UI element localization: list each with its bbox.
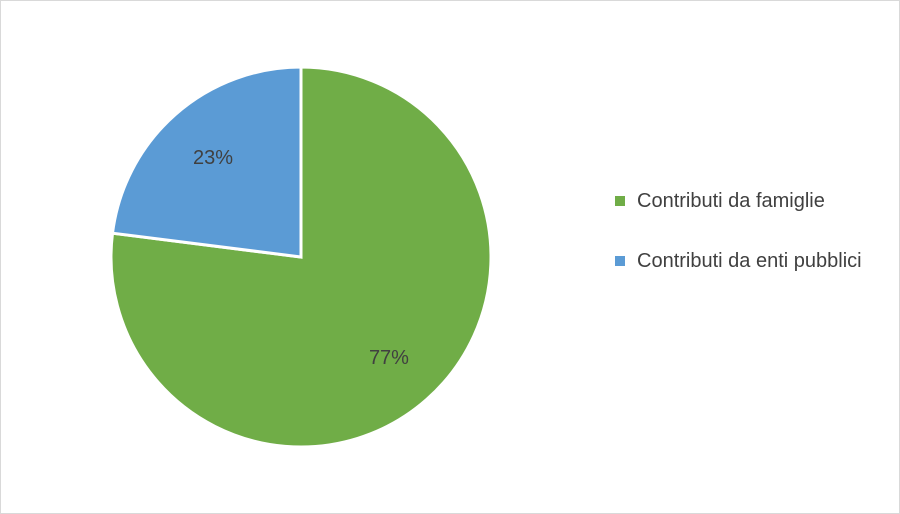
legend-item-enti-pubblici: Contributi da enti pubblici xyxy=(615,246,885,276)
data-label-enti-pubblici: 23% xyxy=(193,147,233,169)
legend-swatch-famiglie xyxy=(615,196,625,206)
legend-item-famiglie: Contributi da famiglie xyxy=(615,186,885,216)
pie-slices xyxy=(109,65,493,449)
legend: Contributi da famiglie Contributi da ent… xyxy=(615,186,885,306)
legend-swatch-enti-pubblici xyxy=(615,256,625,266)
legend-label-enti-pubblici: Contributi da enti pubblici xyxy=(637,250,862,272)
legend-label-famiglie: Contributi da famiglie xyxy=(637,190,825,212)
pie-slice-famiglie xyxy=(109,65,493,449)
data-label-famiglie: 77% xyxy=(369,347,409,369)
pie-slice-enti-pubblici xyxy=(110,65,303,259)
